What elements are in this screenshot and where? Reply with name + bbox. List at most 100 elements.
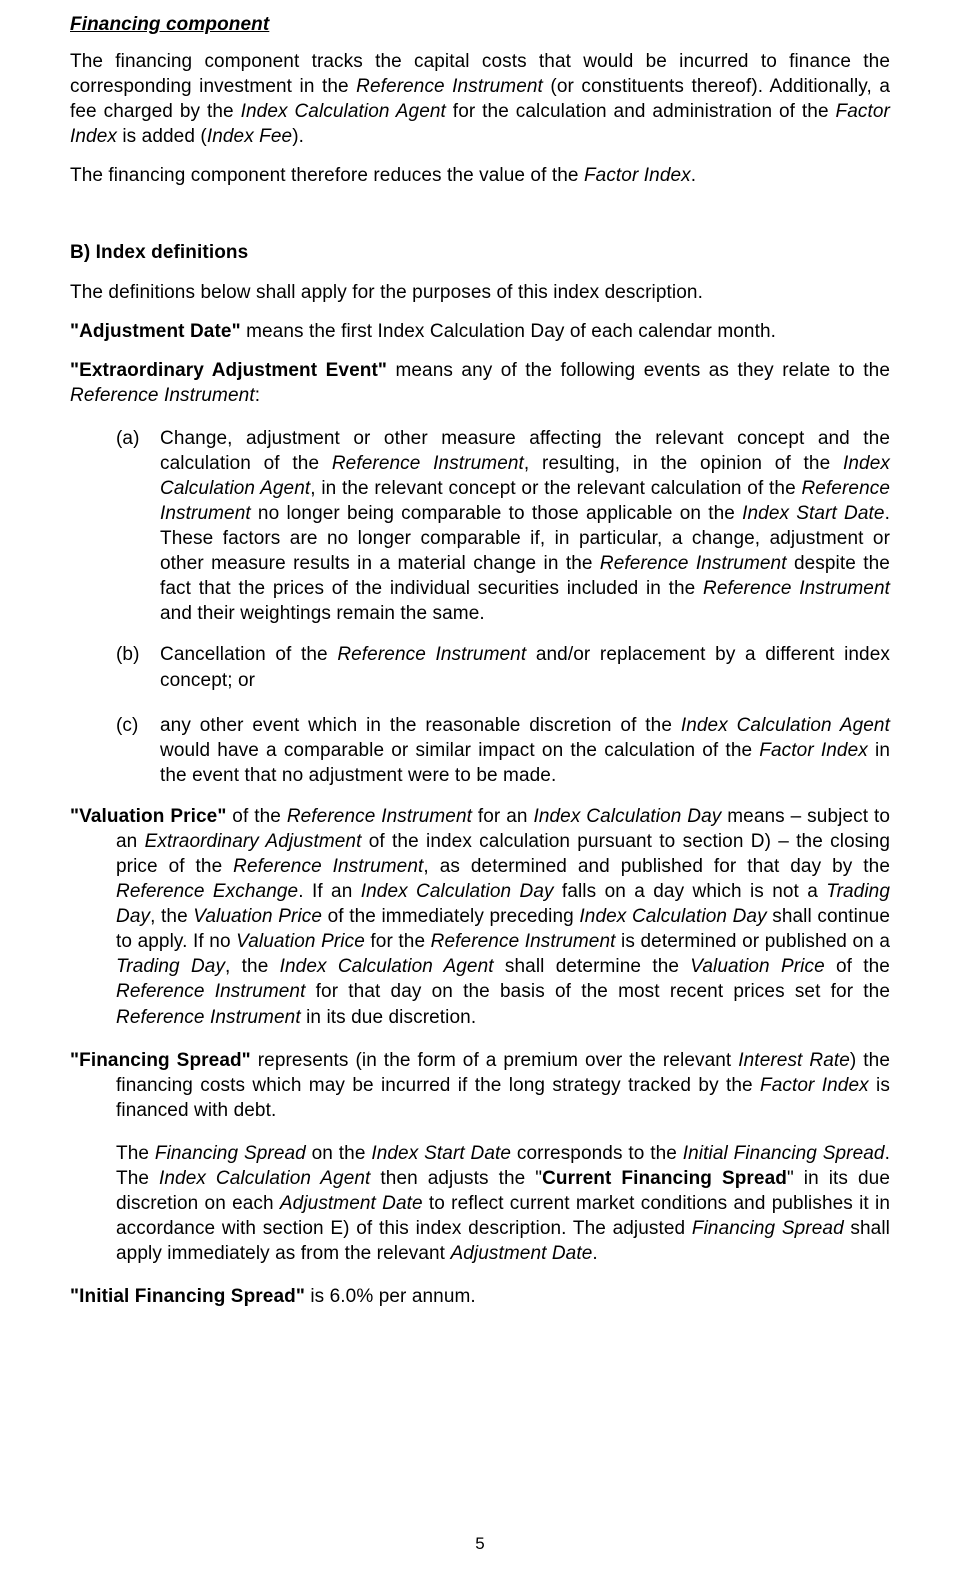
- term-extraordinary-adjustment: Extraordinary Adjustment: [145, 831, 362, 852]
- text: means the first Index Calculation Day of…: [241, 321, 776, 342]
- term-index-start-date: Index Start Date: [371, 1143, 511, 1164]
- text: The: [116, 1143, 155, 1164]
- text: is added (: [117, 126, 207, 147]
- text: and their weightings remain the same.: [160, 603, 485, 624]
- financing-paragraph-2: The financing component therefore reduce…: [70, 163, 890, 188]
- text: , resulting, in the opinion of the: [524, 453, 843, 474]
- term-reference-instrument: Reference Instrument: [287, 806, 472, 827]
- definition-financing-spread-p1: "Financing Spread" represents (in the fo…: [70, 1048, 890, 1123]
- text: .: [691, 165, 696, 186]
- text: corresponds to the: [511, 1143, 683, 1164]
- text: in its due discretion.: [301, 1007, 477, 1028]
- term-reference-instrument: Reference Instrument: [431, 931, 616, 952]
- term-reference-instrument: Reference Instrument: [337, 644, 526, 665]
- term-reference-exchange: Reference Exchange: [116, 881, 298, 902]
- text: of the: [825, 956, 890, 977]
- list-item-a-text: Change, adjustment or other measure affe…: [160, 426, 890, 627]
- page-number: 5: [0, 1533, 960, 1555]
- text: would have a comparable or similar impac…: [160, 740, 759, 761]
- term-index-fee: Index Fee: [207, 126, 292, 147]
- text: is 6.0% per annum.: [305, 1286, 476, 1307]
- list-item-a: (a) Change, adjustment or other measure …: [70, 426, 890, 627]
- term-interest-rate: Interest Rate: [738, 1050, 850, 1071]
- term-initial-financing-spread: "Initial Financing Spread": [70, 1286, 305, 1307]
- term-reference-instrument: Reference Instrument: [233, 856, 423, 877]
- marker-c: (c): [116, 713, 160, 788]
- term-index-calculation-day: Index Calculation Day: [533, 806, 721, 827]
- heading-index-definitions: B) Index definitions: [70, 240, 890, 265]
- text: for that day on the basis of the most re…: [305, 981, 890, 1002]
- term-factor-index: Factor Index: [760, 1075, 869, 1096]
- term-reference-instrument: Reference Instrument: [116, 981, 305, 1002]
- term-reference-instrument: Reference Instrument: [600, 553, 787, 574]
- term-factor-index: Factor Index: [584, 165, 691, 186]
- definition-adjustment-date: "Adjustment Date" means the first Index …: [70, 319, 890, 344]
- term-valuation-price: "Valuation Price": [70, 806, 226, 827]
- definition-valuation-price: "Valuation Price" of the Reference Instr…: [70, 804, 890, 1030]
- definition-extraordinary-adjustment-event: "Extraordinary Adjustment Event" means a…: [70, 358, 890, 408]
- text: for the: [365, 931, 431, 952]
- term-index-calculation-agent: Index Calculation Agent: [241, 101, 446, 122]
- text: Cancellation of the: [160, 644, 337, 665]
- text: on the: [306, 1143, 372, 1164]
- term-valuation-price: Valuation Price: [236, 931, 365, 952]
- text: The financing component therefore reduce…: [70, 165, 584, 186]
- marker-b: (b): [116, 642, 160, 692]
- marker-a: (a): [116, 426, 160, 627]
- term-valuation-price: Valuation Price: [193, 906, 322, 927]
- term-current-financing-spread: Current Financing Spread: [542, 1168, 787, 1189]
- text: . If an: [298, 881, 361, 902]
- term-reference-instrument: Reference Instrument: [116, 1007, 301, 1028]
- text: falls on a day which is not a: [554, 881, 827, 902]
- term-index-calculation-day: Index Calculation Day: [579, 906, 766, 927]
- term-financing-spread: "Financing Spread": [70, 1050, 251, 1071]
- text: .: [592, 1243, 597, 1264]
- text: any other event which in the reasonable …: [160, 715, 681, 736]
- text: means any of the following events as the…: [387, 360, 890, 381]
- term-factor-index: Factor Index: [759, 740, 868, 761]
- text: ).: [292, 126, 304, 147]
- term-reference-instrument: Reference Instrument: [332, 453, 524, 474]
- term-adjustment-date: Adjustment Date: [280, 1193, 423, 1214]
- term-reference-instrument: Reference Instrument: [70, 385, 255, 406]
- text: , in the relevant concept or the relevan…: [310, 478, 801, 499]
- list-item-b-text: Cancellation of the Reference Instrument…: [160, 642, 890, 692]
- definition-initial-financing-spread: "Initial Financing Spread" is 6.0% per a…: [70, 1284, 890, 1309]
- text: , as determined and published for that d…: [423, 856, 890, 877]
- text: represents (in the form of a premium ove…: [251, 1050, 738, 1071]
- term-index-start-date: Index Start Date: [742, 503, 884, 524]
- list-item-b: (b) Cancellation of the Reference Instru…: [70, 642, 890, 692]
- financing-paragraph-1: The financing component tracks the capit…: [70, 49, 890, 149]
- term-index-calculation-agent: Index Calculation Agent: [159, 1168, 370, 1189]
- text: shall determine the: [494, 956, 691, 977]
- term-financing-spread: Financing Spread: [692, 1218, 844, 1239]
- text: , the: [150, 906, 193, 927]
- section-title-financing: Financing component: [70, 12, 890, 37]
- text: then adjusts the ": [370, 1168, 542, 1189]
- text: for the calculation and administration o…: [446, 101, 836, 122]
- list-item-c: (c) any other event which in the reasona…: [70, 713, 890, 788]
- text: no longer being comparable to those appl…: [251, 503, 742, 524]
- text: , the: [225, 956, 280, 977]
- text: of the immediately preceding: [322, 906, 579, 927]
- term-reference-instrument: Reference Instrument: [703, 578, 890, 599]
- term-index-calculation-agent: Index Calculation Agent: [681, 715, 890, 736]
- term-index-calculation-agent: Index Calculation Agent: [280, 956, 494, 977]
- term-index-calculation-day: Index Calculation Day: [361, 881, 554, 902]
- term-trading-day: Trading Day: [116, 956, 225, 977]
- text: of the: [226, 806, 286, 827]
- definition-financing-spread-p2: The Financing Spread on the Index Start …: [70, 1141, 890, 1266]
- term-financing-spread: Financing Spread: [155, 1143, 306, 1164]
- term-adjustment-date: Adjustment Date: [450, 1243, 592, 1264]
- term-reference-instrument: Reference Instrument: [356, 76, 543, 97]
- list-item-c-text: any other event which in the reasonable …: [160, 713, 890, 788]
- term-adjustment-date: "Adjustment Date": [70, 321, 241, 342]
- term-extraordinary-adjustment-event: "Extraordinary Adjustment Event": [70, 360, 387, 381]
- term-initial-financing-spread: Initial Financing Spread: [683, 1143, 885, 1164]
- definitions-intro: The definitions below shall apply for th…: [70, 280, 890, 305]
- term-valuation-price: Valuation Price: [690, 956, 824, 977]
- document-page: Financing component The financing compon…: [0, 0, 960, 1569]
- text: :: [255, 385, 260, 406]
- text: is determined or published on a: [616, 931, 890, 952]
- text: for an: [472, 806, 533, 827]
